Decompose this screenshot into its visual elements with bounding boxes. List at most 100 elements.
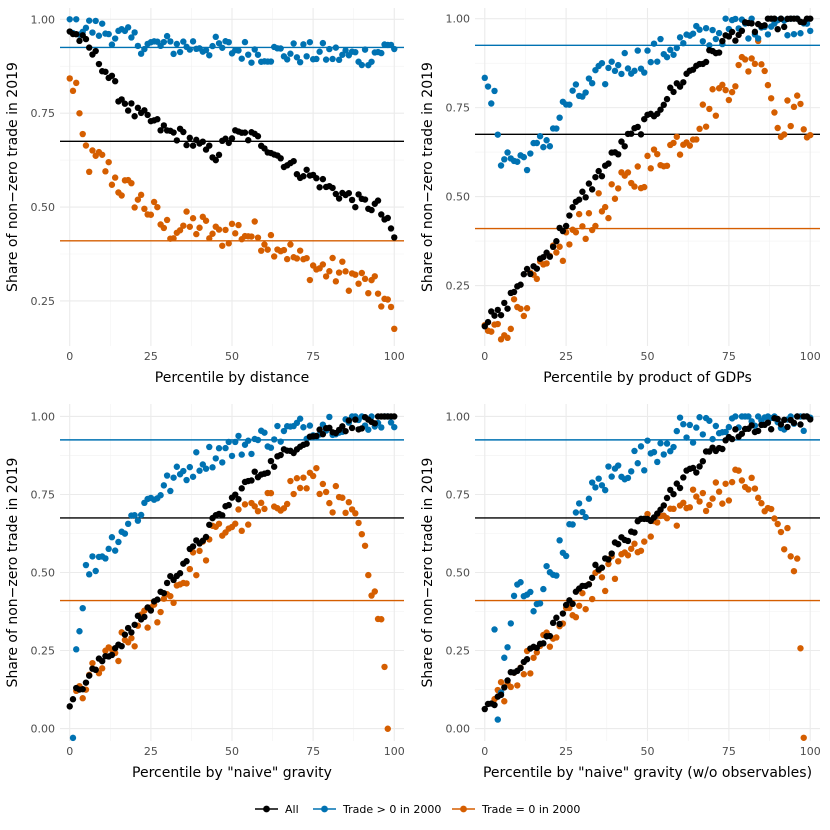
point-all: [128, 100, 135, 107]
point-trade_pos: [650, 448, 658, 456]
x-tick-label: 25: [144, 350, 158, 363]
point-trade_pos: [163, 472, 171, 479]
point-all: [719, 37, 726, 45]
point-trade_zero: [807, 131, 814, 139]
point-all: [501, 684, 508, 691]
point-trade_zero: [751, 485, 759, 492]
point-trade_zero: [699, 101, 707, 108]
point-trade_pos: [202, 46, 210, 54]
point-trade_zero: [339, 258, 346, 265]
point-all: [559, 227, 567, 235]
point-all: [144, 111, 151, 119]
point-trade_zero: [342, 268, 349, 275]
point-trade_zero: [654, 150, 661, 158]
point-all: [588, 574, 596, 581]
point-trade_pos: [543, 137, 550, 144]
point-trade_zero: [283, 500, 291, 508]
point-trade_zero: [258, 499, 265, 507]
point-trade_zero: [546, 643, 554, 650]
point-all: [173, 137, 181, 144]
point-trade_pos: [725, 423, 733, 431]
point-trade_pos: [111, 547, 119, 554]
point-trade_pos: [481, 74, 488, 82]
point-trade_zero: [222, 226, 229, 234]
point-trade_zero: [676, 151, 684, 158]
point-trade_pos: [283, 56, 291, 63]
x-tick-label: 25: [144, 745, 158, 758]
point-trade_zero: [69, 87, 77, 95]
point-trade_zero: [371, 273, 378, 280]
point-trade_pos: [608, 58, 615, 65]
panel-naive-gravity: 0 25 50 75 100 0.00 0.25 0.50 0.75 1.00 Percentile…: [5, 404, 405, 781]
point-trade_pos: [134, 517, 142, 524]
point-trade_pos: [300, 424, 307, 431]
point-all: [696, 463, 703, 470]
point-all: [634, 123, 641, 131]
point-trade_pos: [326, 413, 333, 421]
point-all: [121, 631, 129, 638]
point-trade_pos: [501, 654, 508, 661]
point-all: [484, 318, 492, 326]
point-trade_zero: [176, 227, 184, 234]
point-all: [232, 491, 239, 498]
point-all: [108, 651, 116, 659]
point-all: [199, 138, 206, 145]
point-all: [491, 312, 498, 319]
y-tick-label: 1.00: [31, 410, 56, 423]
point-all: [212, 156, 219, 164]
point-trade_zero: [693, 493, 700, 500]
point-trade_zero: [732, 83, 739, 90]
point-trade_pos: [290, 40, 297, 47]
point-trade_pos: [248, 450, 255, 458]
point-all: [549, 243, 557, 251]
point-trade_pos: [588, 79, 596, 87]
point-trade_zero: [374, 290, 382, 297]
point-all: [719, 445, 726, 453]
point-trade_zero: [797, 645, 804, 652]
point-all: [575, 196, 583, 203]
point-trade_pos: [696, 414, 703, 421]
point-all: [186, 134, 194, 142]
point-trade_zero: [150, 198, 158, 206]
point-trade_zero: [510, 296, 518, 303]
point-trade_zero: [686, 142, 694, 149]
point-all: [595, 167, 602, 175]
point-trade_zero: [154, 203, 161, 211]
point-trade_zero: [751, 60, 759, 68]
point-trade_zero: [582, 235, 589, 243]
point-all: [170, 129, 177, 136]
point-trade_zero: [287, 477, 294, 485]
point-trade_zero: [329, 509, 336, 516]
point-trade_zero: [488, 328, 495, 335]
point-all: [131, 621, 138, 628]
point-all: [157, 127, 164, 134]
point-all: [585, 581, 593, 588]
point-trade_pos: [313, 55, 320, 63]
point-all: [342, 427, 349, 435]
point-trade_pos: [754, 35, 762, 42]
point-all: [141, 107, 148, 114]
point-trade_pos: [173, 40, 181, 48]
legend-label-all: All: [285, 803, 299, 816]
point-trade_zero: [102, 168, 109, 175]
point-trade_pos: [277, 438, 284, 445]
point-trade_pos: [303, 53, 310, 60]
legend-item-trade-zero: Trade = 0 in 2000: [452, 803, 580, 816]
point-all: [235, 496, 242, 503]
point-trade_zero: [361, 542, 369, 549]
point-trade_pos: [167, 38, 174, 45]
point-trade_zero: [605, 214, 612, 222]
y-tick-label: 0.75: [31, 107, 56, 120]
point-trade_pos: [157, 492, 164, 499]
point-all: [228, 135, 236, 142]
panel-distance: 0 25 50 75 100 0.25 0.50 0.75 1.00 Percentile by …: [5, 8, 405, 386]
point-all: [481, 705, 488, 713]
point-trade_zero: [186, 565, 194, 573]
y-tick-label: 0.25: [446, 280, 471, 293]
point-all: [728, 28, 736, 36]
point-trade_pos: [598, 482, 606, 489]
point-trade_zero: [738, 477, 746, 484]
point-trade_pos: [73, 16, 80, 23]
point-all: [219, 512, 226, 519]
point-all: [501, 299, 508, 307]
